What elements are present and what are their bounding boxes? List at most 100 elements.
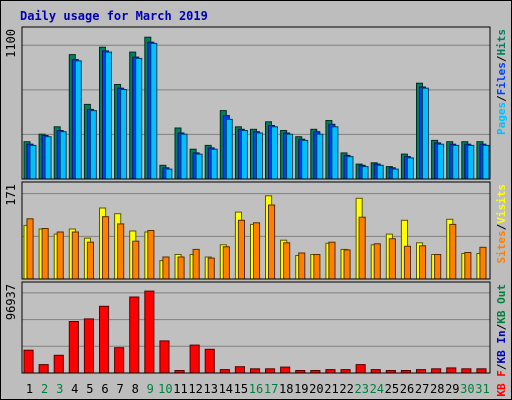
legend-separator: / xyxy=(495,223,508,230)
bar-visits-sites xyxy=(464,252,472,280)
bar-hits-pages xyxy=(29,144,37,180)
x-tick-label: 2 xyxy=(41,382,48,396)
panel-kbytes-legend: KB F/KB In/KB Out xyxy=(495,284,508,397)
x-tick-label: 18 xyxy=(279,382,293,396)
x-tick-label: 19 xyxy=(294,382,308,396)
bar-hits-pages xyxy=(316,133,324,180)
bar-hits-pages xyxy=(422,87,429,180)
bar-visits-sites xyxy=(132,240,140,280)
bar-kbytes-kb-f xyxy=(416,369,427,374)
x-tick-label: 17 xyxy=(264,382,278,396)
bar-kbytes-kb-f xyxy=(355,364,366,374)
bar-hits-pages xyxy=(225,118,233,180)
bar-visits-sites xyxy=(56,231,64,280)
bar-visits-sites xyxy=(147,230,155,280)
bar-hits-pages xyxy=(301,139,309,180)
bar-hits-pages xyxy=(376,164,384,180)
bar-hits-pages xyxy=(240,130,248,180)
bar-kbytes-kb-f xyxy=(53,354,64,374)
legend-separator: / xyxy=(495,323,508,330)
bar-kbytes-kb-f xyxy=(265,368,276,374)
bar-visits-sites xyxy=(86,241,95,280)
bar-hits-pages xyxy=(361,166,369,180)
bar-visits-sites xyxy=(328,241,336,280)
bar-hits-pages xyxy=(105,51,112,180)
panel-hits-ytick: 1100 xyxy=(4,29,18,58)
bar-kbytes-kb-f xyxy=(446,367,457,374)
bar-hits-pages xyxy=(437,143,445,180)
x-tick-label: 25 xyxy=(385,382,399,396)
chart-title: Daily usage for March 2019 xyxy=(20,9,208,23)
bar-kbytes-kb-f xyxy=(159,340,170,374)
bar-hits-pages xyxy=(391,168,399,180)
legend-sites: Sites xyxy=(495,230,508,263)
bar-visits-sites xyxy=(117,223,125,280)
bar-kbytes-kb-f xyxy=(204,348,215,374)
bar-visits-sites xyxy=(253,222,261,280)
bar-visits-sites xyxy=(237,219,245,280)
bar-kbytes-kb-f xyxy=(340,369,351,374)
panel-hits-border xyxy=(21,26,491,180)
bar-kbytes-kb-f xyxy=(280,366,291,374)
bar-hits-pages xyxy=(44,136,52,180)
x-tick-label: 6 xyxy=(101,382,108,396)
bar-kbytes-kb-f xyxy=(250,368,261,374)
x-tick-label: 27 xyxy=(415,382,429,396)
bar-kbytes-kb-f xyxy=(68,321,79,374)
legend-kb-f: KB F xyxy=(495,370,508,397)
bar-kbytes-kb-f xyxy=(129,296,140,374)
bar-hits-pages xyxy=(89,110,97,180)
bar-visits-sites xyxy=(283,242,291,280)
legend-separator: / xyxy=(495,55,508,62)
bar-kbytes-kb-f xyxy=(23,349,34,374)
bar-kbytes-kb-f xyxy=(99,305,110,374)
bar-visits-sites xyxy=(403,245,411,280)
x-tick-label: 22 xyxy=(339,382,353,396)
x-tick-label: 13 xyxy=(203,382,217,396)
x-tick-label: 20 xyxy=(309,382,323,396)
x-tick-label: 29 xyxy=(445,382,459,396)
panel-visits-legend: Sites/Visits xyxy=(495,184,508,264)
x-tick-label: 4 xyxy=(71,382,78,396)
x-tick-label: 23 xyxy=(354,382,368,396)
bar-visits-sites xyxy=(434,254,442,280)
legend-separator: / xyxy=(495,363,508,370)
bar-visits-sites xyxy=(177,256,185,280)
bar-hits-pages xyxy=(59,131,67,180)
bar-visits-sites xyxy=(358,216,366,280)
x-tick-label: 7 xyxy=(116,382,123,396)
bar-visits-sites xyxy=(479,246,487,280)
bar-hits-pages xyxy=(195,153,203,180)
legend-files: Files xyxy=(495,62,508,95)
legend-visits: Visits xyxy=(495,184,508,224)
bar-visits-sites xyxy=(207,257,215,280)
bar-hits-pages xyxy=(271,126,278,180)
bar-hits-pages xyxy=(74,60,82,180)
bar-visits-sites xyxy=(449,223,457,280)
bar-hits-pages xyxy=(120,89,128,180)
x-tick-label: 11 xyxy=(173,382,187,396)
bar-hits-pages xyxy=(135,57,143,180)
bar-hits-pages xyxy=(286,133,294,180)
panel-visits-ytick: 171 xyxy=(4,184,18,206)
panel-hits-legend: Pages/Files/Hits xyxy=(495,29,508,135)
bar-visits-sites xyxy=(192,248,200,280)
x-tick-label: 16 xyxy=(249,382,263,396)
x-tick-label: 30 xyxy=(460,382,474,396)
bar-hits-pages xyxy=(210,148,218,180)
bar-kbytes-kb-f xyxy=(461,368,472,374)
legend-kb-out: KB Out xyxy=(495,284,508,324)
x-tick-label: 15 xyxy=(234,382,248,396)
bar-visits-sites xyxy=(373,243,381,280)
bar-kbytes-kb-f xyxy=(114,347,125,374)
bar-kbytes-kb-f xyxy=(219,369,230,374)
bar-kbytes-kb-f xyxy=(325,369,336,374)
x-tick-label: 1 xyxy=(26,382,33,396)
bar-hits-pages xyxy=(406,157,414,180)
bar-kbytes-kb-f xyxy=(476,368,487,374)
legend-pages: Pages xyxy=(495,102,508,135)
legend-separator: / xyxy=(495,95,508,102)
bar-kbytes-kb-f xyxy=(370,369,381,374)
legend-kb-in: KB In xyxy=(495,330,508,363)
